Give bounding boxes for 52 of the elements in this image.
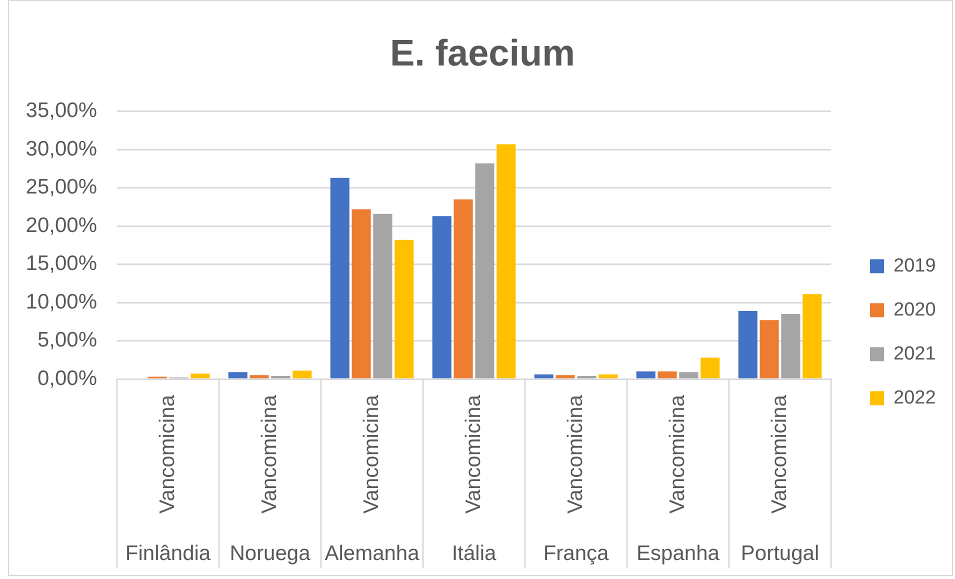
bar	[781, 314, 800, 378]
bar	[394, 240, 414, 378]
text: Itália	[452, 542, 496, 565]
bar	[598, 374, 618, 378]
legend-label: 2022	[894, 387, 936, 408]
text: Portugal	[740, 542, 820, 565]
legend-label: 2019	[894, 255, 936, 276]
bar	[760, 320, 779, 378]
y-tick-label: 0,00%	[37, 366, 97, 390]
text: Alemanha	[324, 542, 420, 565]
legend-label: 2020	[894, 299, 936, 320]
text: Espanha	[636, 542, 720, 565]
bar	[679, 372, 698, 378]
bar	[352, 209, 371, 378]
x-tick-label: Vancomicina	[768, 394, 791, 514]
chart-title: E. faecium	[390, 32, 576, 74]
text: Noruega	[230, 542, 311, 565]
x-tick-label: Vancomicina	[360, 394, 383, 514]
bar	[271, 376, 290, 378]
bar	[658, 371, 677, 378]
bar	[475, 163, 494, 378]
y-tick-label: 5,00%	[37, 328, 97, 352]
text: França	[543, 542, 609, 565]
bar	[432, 216, 452, 378]
y-tick-label: 30,00%	[26, 137, 97, 160]
x-tick-label: Vancomicina	[156, 394, 179, 514]
bar	[577, 376, 596, 378]
bar	[228, 372, 248, 378]
bar	[373, 214, 392, 378]
bar	[556, 375, 575, 378]
text: Finlândia	[125, 542, 211, 565]
bar	[454, 199, 473, 378]
bar	[700, 358, 720, 378]
y-tick-label: 35,00%	[26, 99, 97, 122]
x-tick-label: Vancomicina	[462, 394, 485, 514]
x-tick-label: Vancomicina	[258, 394, 281, 514]
y-tick-label: 25,00%	[26, 176, 97, 199]
bar	[738, 310, 758, 378]
bar	[534, 374, 554, 378]
x-tick-label: Vancomicina	[564, 394, 587, 514]
y-tick-label: 20,00%	[26, 214, 97, 237]
y-tick-label: 10,00%	[26, 290, 97, 314]
legend-label: 2021	[894, 343, 936, 364]
bar	[330, 178, 350, 378]
bar	[496, 144, 516, 378]
bar	[250, 375, 269, 378]
x-tick-label: Vancomicina	[666, 394, 689, 514]
bar	[636, 371, 656, 378]
y-tick-label: 15,00%	[26, 252, 97, 276]
bar	[292, 370, 312, 378]
bar	[802, 294, 822, 378]
bar	[190, 374, 210, 378]
